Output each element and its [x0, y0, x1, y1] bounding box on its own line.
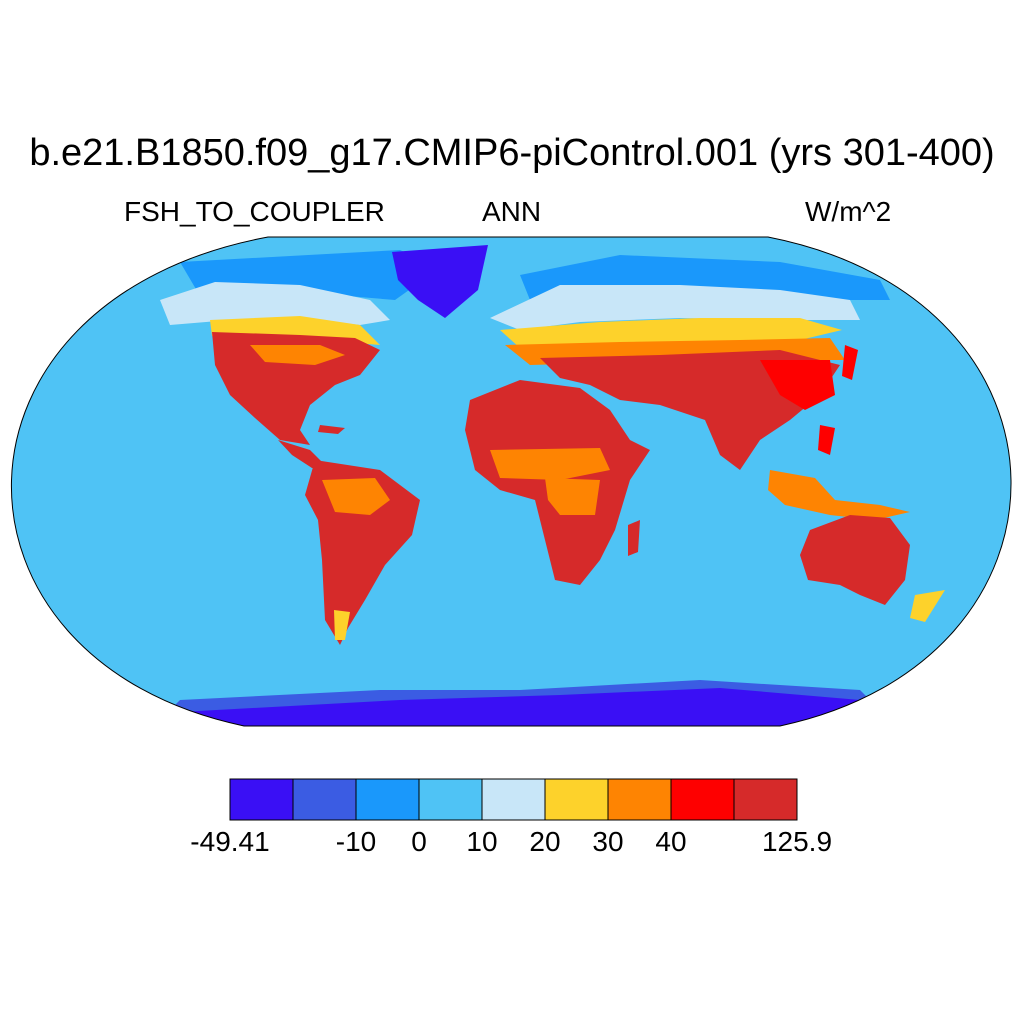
colorbar-box-6: [544, 778, 609, 821]
greenland: [392, 245, 488, 318]
colorbar-box-9: [733, 778, 798, 821]
patagonia: [334, 610, 350, 640]
colorbar-label: 10: [466, 826, 498, 857]
indonesia: [768, 470, 910, 520]
map-border: [10, 236, 1012, 727]
north-america-tundra: [160, 282, 390, 325]
eurasia: [540, 350, 840, 470]
season-label: ANN: [482, 196, 542, 227]
colorbar-box-2: [292, 778, 357, 821]
colorbar-label: 40: [655, 826, 687, 857]
east-asia: [760, 360, 835, 410]
units-label: W/m^2: [805, 196, 892, 227]
new-zealand: [910, 590, 945, 622]
colorbar-box-3: [355, 778, 420, 821]
colorbar-box-7: [607, 778, 672, 821]
amazon: [322, 478, 390, 515]
japan: [842, 345, 858, 380]
colorbar-label: 125.9: [761, 826, 833, 857]
antarctica: [160, 688, 880, 726]
colorbar-label: 0: [411, 826, 427, 857]
sahel: [490, 448, 610, 480]
north-america-east: [250, 345, 345, 365]
colorbar-label: 30: [592, 826, 624, 857]
colorbar-box-1: [229, 778, 294, 821]
australia: [800, 515, 910, 605]
plot-title: b.e21.B1850.f09_g17.CMIP6-piControl.001 …: [29, 132, 995, 174]
colorbar-box-5: [481, 778, 546, 821]
variable-label: FSH_TO_COUPLER: [124, 196, 385, 227]
colorbar-label: -10: [335, 826, 377, 857]
colorbar-box-4: [418, 778, 483, 821]
colorbar-label: -49.41: [190, 826, 270, 857]
caribbean: [318, 425, 345, 434]
colorbar-box-8: [670, 778, 735, 821]
north-america: [212, 332, 380, 445]
madagascar: [628, 520, 640, 556]
congo: [545, 478, 600, 515]
philippines: [818, 425, 835, 455]
colorbar-label: 20: [529, 826, 561, 857]
